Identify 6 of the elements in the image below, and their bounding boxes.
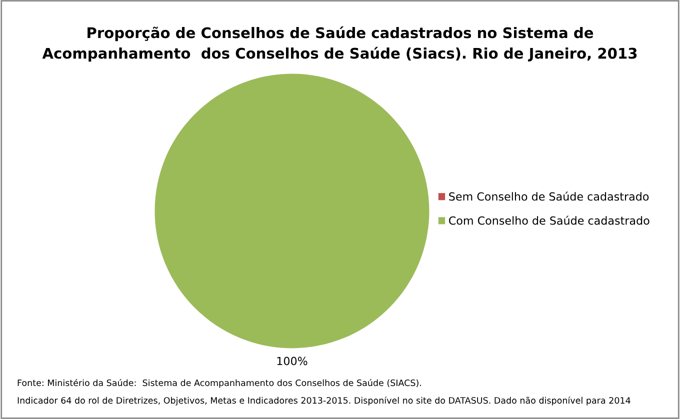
legend-label: Sem Conselho de Saúde cadastrado <box>449 192 649 201</box>
chart-title: Proporção de Conselhos de Saúde cadastrados no Sistema de Acompanhamento dos Conselhos de Saúde (Siacs). Rio de Janeiro, 2013 <box>42 26 637 62</box>
source-note: Fonte: Ministério da Saúde: Sistema de Acompanhamento dos Conselhos de Saúde (SIACS). <box>18 378 421 388</box>
data-label: 100% <box>277 356 308 366</box>
text: Indicador 64 do rol de Diretrizes, Objetivos, Metas e Indicadores 2013-2015. Disponível no site do DATASUS. Dado não disponível para 2014 <box>18 396 630 406</box>
legend-label: Com Conselho de Saúde cadastrado <box>449 216 650 225</box>
